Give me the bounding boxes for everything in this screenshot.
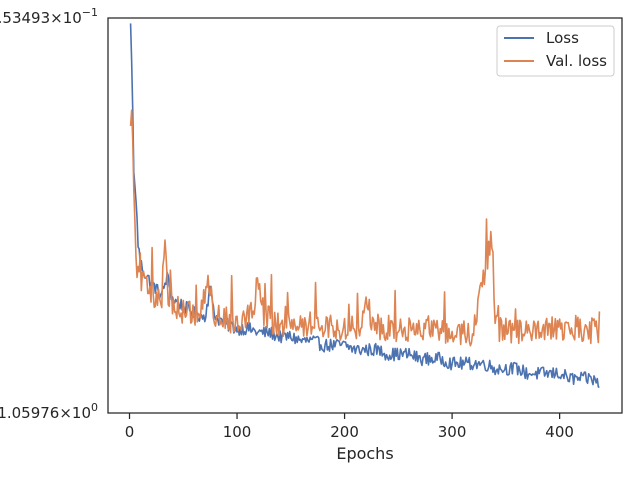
x-tick-label: 400 (545, 423, 574, 441)
x-axis-ticks: 0 100 200 300 400 (125, 413, 574, 441)
x-tick-label: 0 (125, 423, 135, 441)
plot-frame (107, 17, 623, 414)
x-tick-label: 100 (223, 423, 252, 441)
legend: Loss Val. loss (496, 25, 615, 77)
legend-label-loss: Loss (546, 29, 579, 47)
y-tick-label-top: 8.53493×10−1 (0, 6, 98, 27)
series-line-loss (129, 23, 600, 389)
x-tick-label: 300 (438, 423, 467, 441)
x-tick-label: 200 (330, 423, 359, 441)
legend-label-val-loss: Val. loss (546, 52, 607, 70)
x-axis-label: Epochs (336, 444, 393, 463)
y-tick-label-bottom: 1.05976×100 (0, 401, 98, 422)
series-lines (129, 23, 601, 389)
series-line-val-loss (129, 109, 601, 347)
